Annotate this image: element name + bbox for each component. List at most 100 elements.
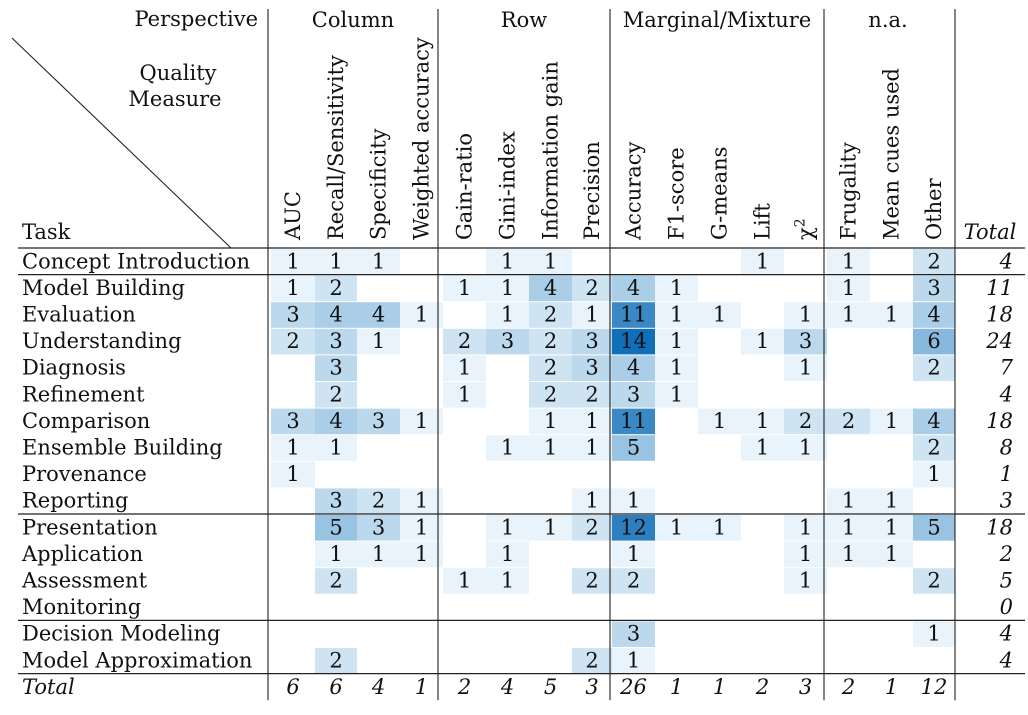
cell-value-r1-c6: 4 bbox=[544, 276, 557, 300]
cell-bg-r1-c13 bbox=[827, 275, 870, 302]
cell-value-r6-c12: 2 bbox=[799, 409, 812, 433]
task-name-5: Refinement bbox=[22, 382, 145, 406]
cell-value-r0-c11: 1 bbox=[756, 249, 769, 273]
cell-bg-r10-c15 bbox=[913, 515, 955, 541]
cell-value-r2-c6: 2 bbox=[544, 303, 557, 327]
cell-bg-r2-c7 bbox=[572, 302, 612, 328]
cell-bg-r6-c7 bbox=[572, 408, 612, 435]
cell-value-r4-c6: 2 bbox=[544, 356, 557, 380]
cell-bg-r3-c11 bbox=[741, 328, 784, 355]
cell-bg-r7-c7 bbox=[572, 435, 612, 461]
cell-value-r4-c15: 2 bbox=[927, 356, 940, 380]
cell-bg-r3-c2 bbox=[357, 328, 400, 355]
task-name-1: Model Building bbox=[22, 276, 185, 300]
cell-bg-r5-c6 bbox=[529, 382, 572, 408]
cell-bg-r3-c5 bbox=[486, 328, 529, 355]
cell-bg-r0-c2 bbox=[357, 249, 400, 275]
cell-bg-r11-c14 bbox=[870, 541, 913, 568]
column-total-0: 6 bbox=[286, 675, 299, 699]
cell-value-r9-c1: 3 bbox=[329, 489, 342, 513]
cell-value-r6-c6: 1 bbox=[544, 409, 557, 433]
cell-value-r9-c2: 2 bbox=[372, 489, 385, 513]
cell-value-r3-c6: 2 bbox=[544, 329, 557, 353]
cell-value-r2-c5: 1 bbox=[501, 303, 514, 327]
row-total-10: 18 bbox=[986, 515, 1013, 539]
cell-value-r15-c1: 2 bbox=[329, 648, 342, 672]
cell-value-r1-c15: 3 bbox=[927, 276, 940, 300]
cell-bg-r2-c6 bbox=[529, 302, 572, 328]
group-label-2: Marginal/Mixture bbox=[623, 8, 812, 32]
column-header-7: Precision bbox=[580, 141, 604, 240]
cell-value-r6-c1: 4 bbox=[329, 409, 342, 433]
column-header-13: Frugality bbox=[837, 142, 861, 240]
cell-bg-r7-c12 bbox=[784, 435, 827, 461]
cell-bg-r3-c7 bbox=[572, 328, 612, 355]
cell-bg-r9-c1 bbox=[315, 488, 357, 514]
cell-bg-r4-c15 bbox=[913, 355, 955, 381]
cell-bg-r6-c13 bbox=[827, 408, 870, 435]
row-total-8: 1 bbox=[1000, 462, 1013, 486]
cell-value-r6-c13: 2 bbox=[842, 409, 855, 433]
cell-bg-r7-c11 bbox=[741, 435, 784, 461]
column-total-13: 2 bbox=[841, 675, 855, 699]
task-name-11: Application bbox=[21, 542, 143, 566]
cell-bg-r2-c0 bbox=[271, 302, 315, 328]
cell-value-r2-c7: 1 bbox=[585, 303, 598, 327]
column-header-9: F1-score bbox=[665, 147, 689, 240]
cell-bg-r10-c2 bbox=[357, 515, 400, 541]
cell-value-r2-c13: 1 bbox=[842, 303, 855, 327]
cell-value-r6-c2: 3 bbox=[372, 409, 385, 433]
cell-value-r10-c3: 1 bbox=[415, 515, 428, 539]
cell-bg-r10-c9 bbox=[655, 515, 698, 541]
row-total-5: 4 bbox=[999, 382, 1013, 406]
cell-bg-r12-c4 bbox=[443, 568, 486, 594]
cell-value-r8-c0: 1 bbox=[286, 462, 299, 486]
group-label-1: Row bbox=[501, 8, 547, 32]
cell-bg-r7-c6 bbox=[529, 435, 572, 461]
cell-bg-r15-c8 bbox=[612, 648, 655, 674]
cell-value-r6-c8: 11 bbox=[620, 409, 647, 433]
cell-bg-r4-c8 bbox=[612, 355, 655, 381]
cell-bg-r15-c7 bbox=[572, 648, 612, 674]
cell-value-r3-c0: 2 bbox=[286, 329, 299, 353]
cell-bg-r5-c8 bbox=[612, 382, 655, 408]
cell-value-r5-c4: 1 bbox=[458, 382, 471, 406]
cell-bg-r4-c12 bbox=[784, 355, 827, 381]
cell-bg-r1-c5 bbox=[486, 275, 529, 302]
cell-value-r15-c7: 2 bbox=[585, 648, 598, 672]
cell-bg-r1-c9 bbox=[655, 275, 698, 302]
column-total-1: 6 bbox=[329, 675, 342, 699]
cell-bg-r1-c6 bbox=[529, 275, 572, 302]
cell-value-r9-c7: 1 bbox=[585, 489, 598, 513]
row-total-3: 24 bbox=[985, 329, 1013, 353]
cell-bg-r10-c5 bbox=[486, 515, 529, 541]
cell-value-r2-c3: 1 bbox=[415, 303, 428, 327]
cell-bg-r14-c8 bbox=[612, 621, 655, 647]
cell-bg-r7-c0 bbox=[271, 435, 315, 461]
cell-bg-r3-c9 bbox=[655, 328, 698, 355]
cell-bg-r11-c5 bbox=[486, 541, 529, 568]
cell-bg-r1-c0 bbox=[271, 275, 315, 302]
cell-bg-r2-c2 bbox=[357, 302, 400, 328]
cell-bg-r10-c13 bbox=[827, 515, 870, 541]
cell-value-r5-c7: 2 bbox=[585, 382, 598, 406]
cell-bg-r9-c2 bbox=[357, 488, 400, 514]
cell-bg-r2-c8 bbox=[612, 302, 655, 328]
cell-value-r10-c2: 3 bbox=[372, 515, 385, 539]
column-total-10: 1 bbox=[713, 675, 726, 699]
cell-bg-r3-c15 bbox=[913, 328, 955, 355]
cell-bg-r12-c12 bbox=[784, 568, 827, 594]
cell-value-r12-c7: 2 bbox=[585, 569, 598, 593]
total-header: Total bbox=[964, 220, 1017, 244]
group-label-0: Column bbox=[312, 8, 394, 32]
cell-value-r0-c15: 2 bbox=[927, 249, 940, 273]
column-total-3: 1 bbox=[415, 675, 428, 699]
cell-value-r12-c8: 2 bbox=[627, 569, 640, 593]
column-total-9: 1 bbox=[670, 675, 683, 699]
cell-bg-r6-c10 bbox=[698, 408, 741, 435]
row-total-7: 8 bbox=[1000, 436, 1013, 460]
cell-bg-r10-c7 bbox=[572, 515, 612, 541]
task-name-0: Concept Introduction bbox=[22, 249, 250, 273]
cell-bg-r1-c4 bbox=[443, 275, 486, 302]
